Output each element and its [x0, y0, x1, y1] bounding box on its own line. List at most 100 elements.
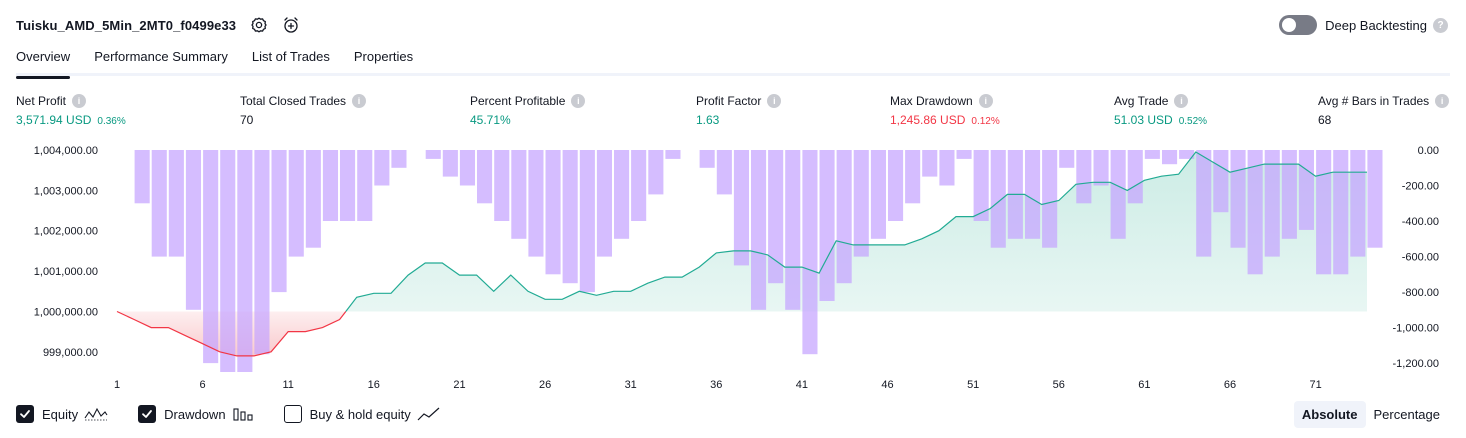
deep-backtesting: Deep Backtesting ?	[1279, 14, 1448, 36]
drawdown-bar	[870, 150, 886, 239]
stat-percent-profitable: Percent Profitable i 45.71%	[470, 94, 586, 127]
info-icon[interactable]: i	[352, 94, 367, 108]
drawdown-bar	[802, 150, 818, 355]
drawdown-bar	[939, 150, 955, 186]
left-tick-label: 1,002,000.00	[34, 226, 98, 238]
stat-label: Max Drawdown	[890, 94, 973, 108]
deep-backtesting-label: Deep Backtesting	[1325, 17, 1427, 33]
stat-pct: 0.36%	[97, 116, 126, 127]
drawdown-bar	[151, 150, 167, 257]
info-icon[interactable]: i	[571, 94, 586, 108]
drawdown-bar	[665, 150, 681, 159]
drawdown-bar	[614, 150, 630, 239]
drawdown-bar	[905, 150, 921, 204]
x-axis: 1 6 11 16 21 26 31 36 41 46 51 56 61 66 71	[114, 379, 1322, 390]
x-tick-label: 46	[881, 379, 893, 390]
right-tick-label: -200.00	[1402, 181, 1439, 193]
stat-value: 51.03 USD	[1114, 113, 1173, 127]
legend-drawdown[interactable]: Drawdown	[138, 405, 253, 423]
tab-bar: Overview Performance Summary List of Tra…	[16, 44, 1450, 79]
left-tick-label: 1,001,000.00	[34, 266, 98, 278]
tab-properties[interactable]: Properties	[353, 49, 414, 64]
legend-label: Drawdown	[164, 406, 226, 422]
x-tick-label: 51	[967, 379, 979, 390]
drawdown-bar	[956, 150, 972, 159]
tab-performance-summary[interactable]: Performance Summary	[94, 49, 228, 64]
drawdown-bar	[391, 150, 407, 168]
stat-value: 1.63	[696, 113, 720, 127]
drawdown-bar	[459, 150, 475, 186]
stat-value: 3,571.94 USD	[16, 113, 92, 127]
drawdown-bar	[442, 150, 458, 177]
drawdown-bar	[733, 150, 749, 266]
alarm-add-icon[interactable]	[282, 16, 300, 34]
checkbox-checked-icon[interactable]	[16, 405, 34, 423]
stat-avg-trade: Avg Trade i 51.03 USD 0.52%	[1114, 94, 1207, 127]
x-tick-label: 56	[1053, 379, 1065, 390]
right-tick-label: -400.00	[1402, 216, 1439, 228]
drawdown-bar	[494, 150, 510, 221]
drawdown-bar	[1076, 150, 1092, 204]
legend-label: Equity	[42, 406, 79, 422]
drawdown-bar	[237, 150, 253, 372]
drawdown-bar	[648, 150, 664, 195]
info-icon[interactable]: i	[72, 94, 87, 108]
drawdown-bar	[322, 150, 338, 221]
drawdown-bar	[1247, 150, 1263, 275]
drawdown-bar	[1230, 150, 1246, 248]
drawdown-bar	[374, 150, 390, 186]
drawdown-bar	[596, 150, 612, 257]
drawdown-bar	[888, 150, 904, 221]
drawdown-bar	[1333, 150, 1349, 275]
info-icon[interactable]: i	[1174, 94, 1189, 108]
gear-icon[interactable]	[250, 16, 268, 34]
deep-backtesting-toggle[interactable]	[1279, 15, 1318, 35]
x-tick-label: 11	[282, 379, 293, 390]
drawdown-bar	[1316, 150, 1332, 275]
info-icon[interactable]: i	[1435, 94, 1450, 108]
left-tick-label: 1,004,000.00	[34, 145, 98, 157]
right-tick-label: -1,000.00	[1393, 323, 1439, 335]
tab-overview[interactable]: Overview	[16, 44, 71, 79]
drawdown-bar	[305, 150, 321, 248]
legend-equity[interactable]: Equity	[16, 405, 108, 423]
checkbox-unchecked-icon[interactable]	[283, 405, 302, 423]
x-tick-label: 26	[539, 379, 551, 390]
drawdown-bar	[271, 150, 287, 293]
drawdown-bar	[1162, 150, 1178, 165]
info-icon[interactable]: i	[978, 94, 993, 108]
drawdown-bar	[1196, 150, 1212, 257]
stat-label: Percent Profitable	[470, 94, 566, 108]
drawdown-bar	[357, 150, 373, 221]
drawdown-bar	[134, 150, 150, 204]
drawdown-bar	[768, 150, 784, 284]
info-icon[interactable]: i	[767, 94, 782, 108]
legend-buy-hold-equity[interactable]: Buy & hold equity	[283, 405, 441, 423]
stat-avg-bars-in-trades: Avg # Bars in Trades i 68	[1318, 94, 1450, 127]
mode-percentage-button[interactable]: Percentage	[1373, 407, 1441, 422]
tab-list-of-trades[interactable]: List of Trades	[251, 49, 330, 64]
stat-label: Profit Factor	[696, 94, 762, 108]
chart-legend: Equity Drawdown Buy & hold equity	[16, 403, 471, 425]
stat-value: 1,245.86 USD	[890, 113, 966, 127]
drawdown-bar	[203, 150, 219, 364]
drawdown-bar	[168, 150, 184, 257]
x-tick-label: 41	[796, 379, 808, 390]
help-icon[interactable]: ?	[1433, 17, 1448, 33]
drawdown-bars	[134, 150, 1383, 372]
stat-pct: 0.52%	[1178, 116, 1208, 127]
right-tick-label: -1,200.00	[1393, 358, 1439, 370]
mode-absolute-button[interactable]: Absolute	[1293, 401, 1366, 428]
drawdown-bar	[922, 150, 938, 177]
drawdown-bar	[751, 150, 767, 310]
x-tick-label: 1	[114, 379, 120, 390]
x-tick-label: 21	[453, 379, 465, 390]
drawdown-bar	[1281, 150, 1297, 239]
checkbox-checked-icon[interactable]	[138, 405, 157, 423]
equity-line	[116, 151, 1367, 357]
stat-net-profit: Net Profit i 3,571.94 USD 0.36%	[16, 94, 126, 127]
drawdown-bar	[1093, 150, 1109, 186]
x-tick-label: 66	[1224, 379, 1236, 390]
drawdown-bar	[836, 150, 852, 284]
left-axis: 1,004,000.00 1,003,000.00 1,002,000.00 1,00…	[34, 145, 98, 359]
